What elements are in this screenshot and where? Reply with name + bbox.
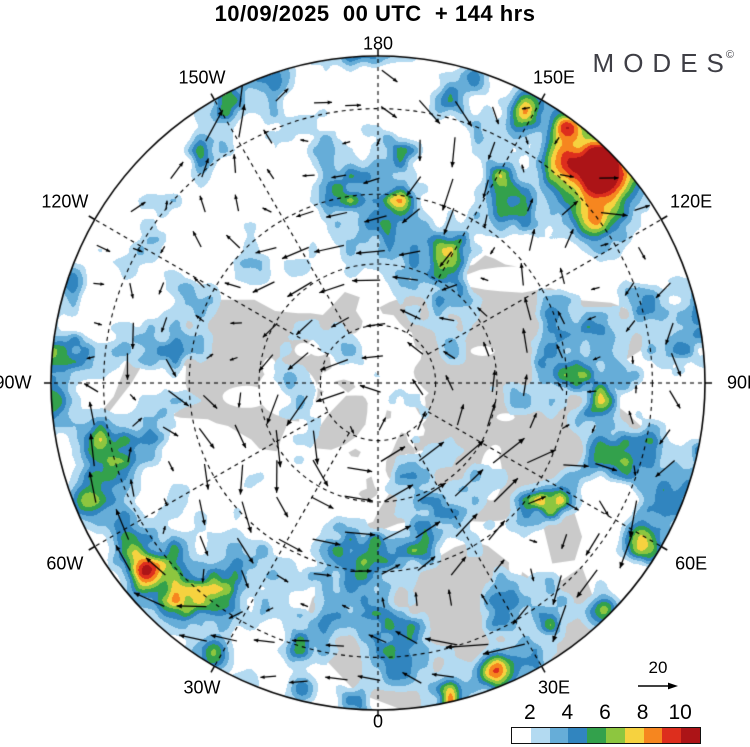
wind-reference-arrow	[638, 682, 678, 690]
lon-label-120W: 120W	[41, 191, 89, 212]
lon-label-150W: 150W	[178, 67, 226, 88]
wind-reference-legend: 20	[628, 658, 688, 696]
colorbar-segment-4	[568, 728, 588, 743]
colorbar-tick-4: 4	[561, 701, 574, 724]
colorbar-tick-2: 2	[523, 701, 536, 724]
colorbar	[511, 727, 701, 744]
colorbar-tick-labels: 2 4 6 8 10	[511, 701, 699, 725]
colorbar-segment-5	[587, 728, 606, 743]
colorbar-tick-6: 6	[599, 701, 611, 724]
colorbar-segment-3	[549, 728, 569, 743]
lon-label-0: 0	[372, 711, 384, 732]
lon-label-60W: 60W	[46, 553, 84, 574]
colorbar-segment-10	[681, 728, 700, 743]
colorbar-segment-7	[624, 728, 644, 743]
colorbar-segment-1	[512, 728, 531, 743]
colorbar-segment-6	[605, 728, 625, 743]
lon-label-60E: 60E	[675, 553, 708, 574]
lon-label-30W: 30W	[183, 677, 221, 698]
lon-label-180: 180	[362, 33, 394, 54]
lon-label-90W: 90W	[0, 372, 32, 393]
lon-label-150E: 150E	[532, 67, 576, 88]
lon-label-120E: 120E	[670, 191, 713, 212]
colorbar-segment-8	[643, 728, 663, 743]
lon-label-90E: 90E	[726, 372, 750, 393]
colorbar-segment-9	[662, 728, 682, 743]
colorbar-segment-2	[530, 728, 550, 743]
colorbar-tick-8: 8	[636, 701, 649, 724]
lon-label-30E: 30E	[537, 677, 571, 698]
wind-reference-value: 20	[648, 658, 668, 677]
colorbar-tick-10: 10	[668, 701, 692, 724]
